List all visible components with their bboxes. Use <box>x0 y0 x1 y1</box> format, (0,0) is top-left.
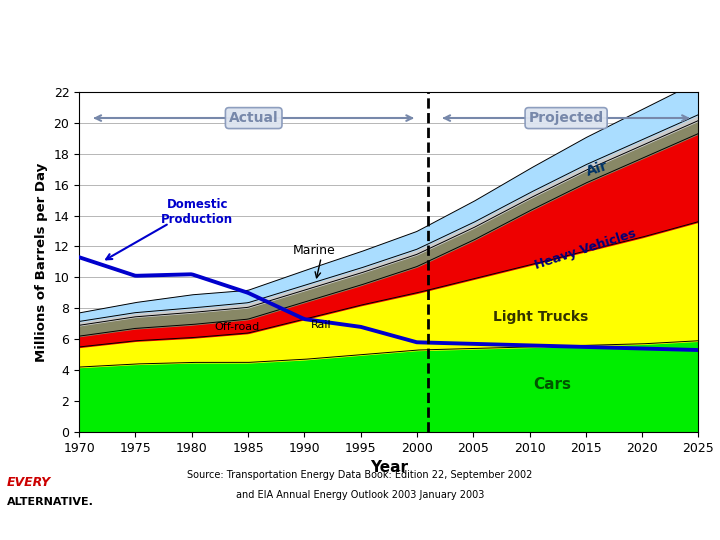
Text: Domestic
Production: Domestic Production <box>161 198 233 226</box>
Text: ALTERNATIVE.: ALTERNATIVE. <box>7 497 94 507</box>
Text: Heavy Vehicles: Heavy Vehicles <box>534 227 638 272</box>
Text: U.S. Transportation Petroleum Use: U.S. Transportation Petroleum Use <box>22 33 566 61</box>
Text: Projected: Projected <box>528 111 603 125</box>
Text: Rail: Rail <box>311 320 332 330</box>
Text: and EIA Annual Energy Outlook 2003 January 2003: and EIA Annual Energy Outlook 2003 Janua… <box>236 490 484 500</box>
Text: Off-road: Off-road <box>214 322 259 332</box>
X-axis label: Year: Year <box>370 460 408 475</box>
Text: Actual: Actual <box>229 111 279 125</box>
Text: Air: Air <box>585 159 610 179</box>
Text: Marine: Marine <box>293 244 336 257</box>
Text: Light Trucks: Light Trucks <box>493 309 588 323</box>
Text: Source: Transportation Energy Data Book: Edition 22, September 2002: Source: Transportation Energy Data Book:… <box>187 470 533 480</box>
Text: Cars: Cars <box>533 377 571 392</box>
Y-axis label: Millions of Barrels per Day: Millions of Barrels per Day <box>35 163 48 361</box>
Text: EVERY: EVERY <box>7 476 51 489</box>
